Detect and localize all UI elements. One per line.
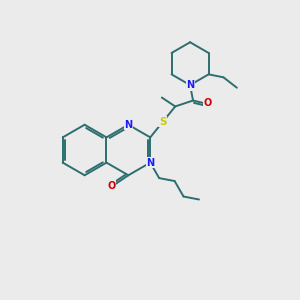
Text: N: N	[146, 158, 154, 168]
Text: O: O	[107, 181, 116, 191]
Text: N: N	[124, 120, 132, 130]
Text: N: N	[186, 80, 194, 90]
Text: S: S	[159, 117, 166, 127]
Text: O: O	[204, 98, 212, 109]
